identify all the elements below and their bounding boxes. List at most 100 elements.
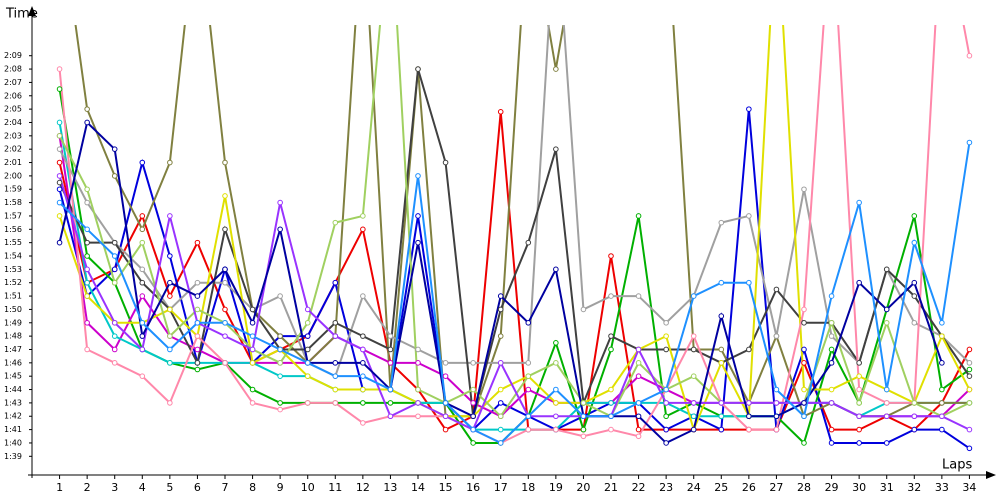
point (663, 386, 669, 393)
x-tick-label: 24 (687, 481, 701, 494)
x-tick-label: 22 (632, 481, 646, 494)
x-tick-label: 1 (56, 481, 63, 494)
point (249, 306, 256, 313)
x-tick-label: 11 (328, 481, 342, 494)
point (966, 346, 973, 353)
point (580, 306, 587, 313)
point (84, 106, 90, 112)
point (580, 433, 587, 440)
point (718, 279, 725, 286)
series-line (58, 25, 971, 433)
point (911, 319, 918, 326)
point (470, 400, 476, 406)
point (497, 306, 504, 313)
point (939, 333, 945, 339)
point (222, 360, 228, 366)
x-tick-label: 15 (439, 481, 453, 494)
point (966, 366, 973, 373)
point (139, 373, 146, 379)
point (883, 266, 890, 273)
point (911, 213, 918, 219)
point (911, 293, 918, 299)
point (56, 66, 63, 72)
point (84, 119, 90, 126)
point (249, 319, 256, 326)
point (167, 306, 173, 313)
point (360, 420, 366, 426)
point (167, 293, 173, 299)
x-tick-label: 10 (301, 481, 315, 494)
point (111, 346, 118, 353)
y-tick-label: 1:52 (4, 278, 22, 287)
y-tick-label: 2:06 (4, 91, 22, 100)
point (277, 199, 283, 206)
x-tick-label: 9 (277, 481, 284, 494)
point (718, 426, 725, 433)
point (111, 173, 118, 179)
point (663, 413, 669, 420)
point (249, 386, 256, 393)
point (139, 159, 146, 166)
x-tick-label: 23 (659, 481, 673, 494)
point (277, 346, 283, 353)
point (525, 386, 532, 393)
point (966, 139, 973, 146)
point (773, 333, 780, 339)
point (360, 213, 366, 219)
point (690, 293, 697, 299)
x-tick-label: 19 (549, 481, 563, 494)
point (139, 319, 146, 326)
point (111, 253, 118, 259)
point (635, 433, 642, 440)
point (635, 346, 642, 353)
point (580, 413, 587, 420)
point (635, 400, 642, 406)
point (470, 440, 476, 446)
y-tick-label: 1:51 (4, 292, 22, 301)
x-tick-label: 29 (825, 481, 839, 494)
point (56, 199, 63, 206)
y-tick-label: 2:08 (4, 65, 22, 74)
point (801, 413, 807, 420)
point (56, 186, 63, 193)
point (828, 360, 835, 366)
point (304, 306, 311, 313)
y-tick-label: 1:53 (4, 265, 22, 274)
point (167, 400, 173, 406)
point (332, 219, 339, 226)
point (690, 333, 697, 339)
point (470, 413, 476, 420)
point (663, 426, 669, 433)
point (360, 386, 366, 393)
point (497, 108, 504, 115)
point (911, 400, 918, 406)
point (56, 213, 63, 219)
point (249, 400, 256, 406)
y-tick-label: 1:50 (4, 305, 22, 314)
point (277, 400, 283, 406)
point (828, 440, 835, 446)
point (608, 400, 614, 406)
point (856, 279, 862, 286)
point (939, 386, 945, 393)
y-tick-label: 2:03 (4, 131, 22, 140)
point (360, 346, 366, 353)
y-tick-label: 1:54 (4, 252, 22, 261)
point (966, 445, 973, 452)
point (856, 386, 862, 393)
point (470, 360, 476, 366)
point (360, 360, 366, 366)
point (690, 346, 697, 353)
point (139, 293, 146, 299)
point (111, 266, 118, 273)
point (222, 266, 228, 273)
point (553, 266, 559, 273)
point (746, 426, 752, 433)
y-tick-label: 1:43 (4, 398, 22, 407)
point (304, 373, 311, 379)
y-axis-arrow (28, 6, 36, 16)
point (56, 146, 63, 152)
point (746, 279, 752, 286)
x-tick-label: 5 (166, 481, 173, 494)
point (56, 239, 63, 246)
